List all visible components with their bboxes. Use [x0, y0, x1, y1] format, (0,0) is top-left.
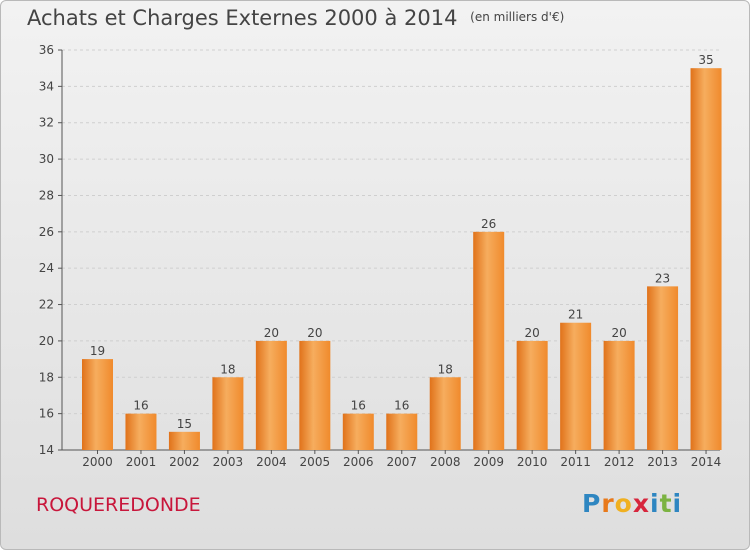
- bar: [82, 359, 113, 450]
- bar-value-label: 20: [307, 326, 322, 340]
- bar-value-label: 21: [568, 308, 583, 322]
- y-tick-label: 26: [39, 225, 54, 239]
- bar: [647, 286, 679, 450]
- y-tick-label: 14: [39, 443, 54, 457]
- commune-label: ROQUEREDONDE: [36, 494, 201, 516]
- bar-value-label: 16: [394, 399, 409, 413]
- bar-value-label: 16: [133, 399, 148, 413]
- bar: [429, 377, 461, 450]
- bar-value-label: 26: [481, 217, 496, 231]
- logo-letter: P: [582, 489, 602, 518]
- x-tick-label: 2004: [256, 455, 287, 469]
- bar-value-label: 20: [525, 326, 540, 340]
- bar-value-label: 20: [264, 326, 279, 340]
- logo-letter: x: [632, 489, 650, 518]
- y-tick-label: 28: [39, 188, 54, 202]
- x-tick-label: 2000: [82, 455, 113, 469]
- y-tick-label: 30: [39, 152, 54, 166]
- bar-value-label: 15: [177, 417, 192, 431]
- logo-letter: o: [614, 489, 633, 518]
- bar: [212, 377, 244, 450]
- bar: [342, 413, 374, 450]
- x-tick-label: 2007: [386, 455, 417, 469]
- proxiti-logo: Proxiti: [582, 489, 682, 518]
- bar: [299, 340, 331, 450]
- x-tick-label: 2009: [473, 455, 504, 469]
- bar: [603, 340, 635, 450]
- bar: [560, 322, 592, 450]
- x-tick-label: 2011: [560, 455, 591, 469]
- y-tick-label: 18: [39, 370, 54, 384]
- logo-letter: i: [672, 489, 683, 518]
- bar-value-label: 18: [220, 362, 235, 376]
- y-tick-label: 36: [39, 43, 54, 57]
- bar: [473, 231, 505, 450]
- bar-value-label: 20: [611, 326, 626, 340]
- chart-subtitle: (en milliers d'€): [470, 10, 565, 24]
- bar: [255, 340, 287, 450]
- x-tick-label: 2008: [430, 455, 461, 469]
- chart-title-text: Achats et Charges Externes 2000 à 2014: [27, 6, 458, 30]
- x-tick-label: 2001: [126, 455, 157, 469]
- bar: [516, 340, 548, 450]
- bar-value-label: 16: [351, 399, 366, 413]
- bar: [386, 413, 418, 450]
- bar: [690, 68, 722, 450]
- y-tick-label: 32: [39, 116, 54, 130]
- bar: [125, 413, 157, 450]
- chart-title: Achats et Charges Externes 2000 à 2014 (…: [27, 6, 564, 30]
- bar-value-label: 35: [698, 53, 713, 67]
- y-tick-label: 22: [39, 298, 54, 312]
- bar: [168, 431, 200, 450]
- x-tick-label: 2002: [169, 455, 200, 469]
- y-tick-label: 20: [39, 334, 54, 348]
- x-tick-label: 2014: [691, 455, 722, 469]
- y-tick-label: 16: [39, 407, 54, 421]
- x-tick-label: 2013: [647, 455, 678, 469]
- x-tick-label: 2012: [604, 455, 635, 469]
- y-tick-label: 34: [39, 79, 54, 93]
- bar-value-label: 18: [438, 362, 453, 376]
- x-tick-label: 2010: [517, 455, 548, 469]
- x-tick-label: 2005: [300, 455, 331, 469]
- x-tick-label: 2006: [343, 455, 374, 469]
- logo-letter: r: [601, 489, 615, 518]
- x-tick-label: 2003: [213, 455, 244, 469]
- bar-value-label: 23: [655, 271, 670, 285]
- logo-letter: t: [659, 489, 673, 518]
- y-tick-label: 24: [39, 261, 54, 275]
- logo-letter: i: [650, 489, 660, 518]
- bar-value-label: 19: [90, 344, 105, 358]
